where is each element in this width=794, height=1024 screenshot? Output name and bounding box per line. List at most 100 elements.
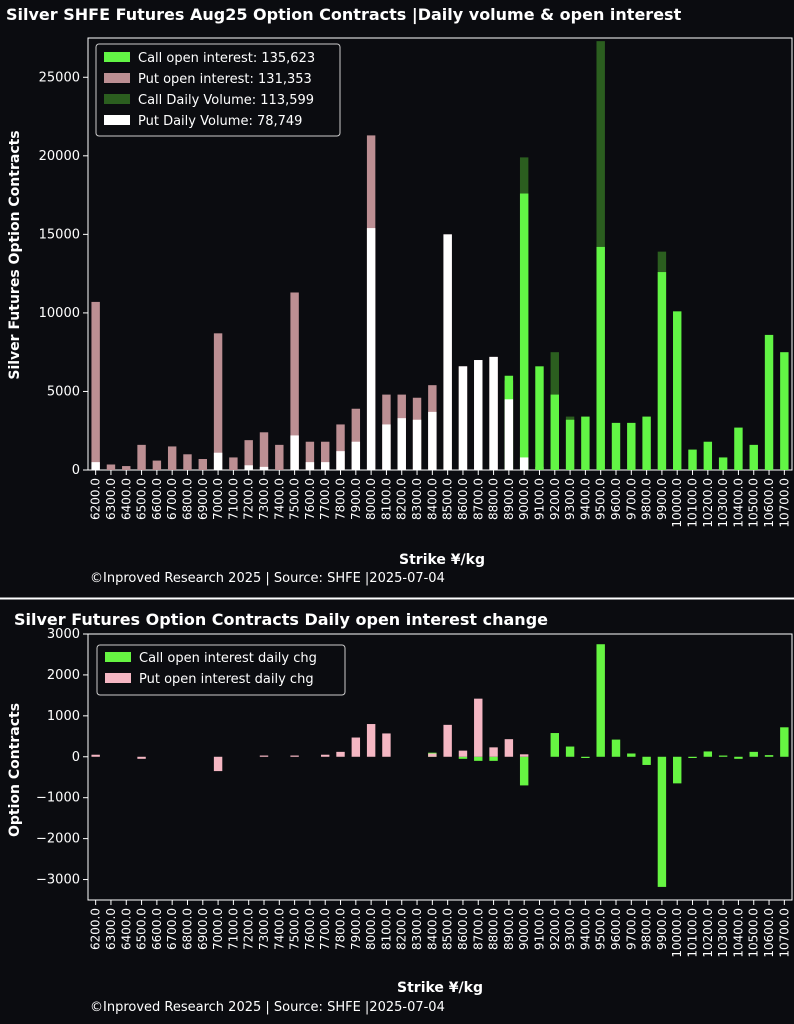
x-tick-label: 9000.0 — [517, 478, 531, 520]
call-oi-bar — [535, 366, 544, 470]
x-tick-label: 7400.0 — [272, 478, 286, 520]
put-vol-bar — [504, 399, 514, 470]
put-chg-bar — [137, 756, 146, 759]
call-chg-bar — [581, 756, 590, 758]
x-tick-label: 9400.0 — [578, 478, 592, 520]
x-tick-label: 10500.0 — [747, 908, 761, 958]
put-oi-bar — [321, 441, 330, 470]
chart1-ylabel: Silver Futures Option Contracts — [7, 130, 23, 379]
y-tick-label: −2000 — [36, 832, 80, 847]
x-tick-label: 7000.0 — [211, 478, 225, 520]
x-tick-label: 9500.0 — [594, 908, 608, 950]
x-tick-label: 9300.0 — [563, 908, 577, 950]
x-tick-label: 8200.0 — [395, 478, 409, 520]
x-tick-label: 8500.0 — [441, 908, 455, 950]
x-tick-label: 8700.0 — [471, 478, 485, 520]
put-vol-bar — [336, 451, 345, 470]
call-chg-bar — [519, 756, 529, 786]
x-tick-label: 8000.0 — [364, 478, 378, 520]
x-tick-label: 7600.0 — [303, 478, 317, 520]
call-chg-bar — [627, 753, 636, 757]
chart1-xlabel: Strike ¥/kg — [399, 552, 485, 568]
y-tick-label: 3000 — [47, 627, 80, 642]
x-tick-label: 6200.0 — [89, 478, 103, 520]
call-chg-bar — [734, 756, 743, 759]
chart2-plot: −3000 −2000 −1000 0 1000 2000 3000 6200.0 6300.0… — [36, 627, 793, 958]
y-tick-label: 0 — [72, 750, 80, 765]
call-oi-bar — [780, 352, 789, 470]
put-oi-bar — [122, 466, 131, 470]
put-oi-bar — [167, 446, 177, 470]
call-oi-bar — [611, 422, 621, 470]
put-chg-bar — [428, 753, 437, 757]
x-tick-label: 6800.0 — [180, 478, 194, 520]
legend-entry: Call open interest daily chg — [139, 651, 317, 666]
put-oi-bar — [290, 292, 299, 470]
x-tick-label: 9900.0 — [655, 478, 669, 520]
x-tick-label: 10000.0 — [670, 478, 684, 528]
x-tick-label: 8300.0 — [410, 478, 424, 520]
put-vol-bar — [351, 441, 361, 470]
x-tick-label: 9600.0 — [609, 478, 623, 520]
put-chg-bar — [351, 737, 361, 757]
put-chg-bar — [91, 754, 100, 757]
call-chg-bar — [565, 746, 575, 757]
x-tick-label: 8400.0 — [425, 908, 439, 950]
legend-swatch-put-oi — [104, 73, 130, 83]
call-chg-bar — [489, 756, 498, 761]
x-tick-label: 8400.0 — [425, 478, 439, 520]
put-vol-bar — [474, 360, 483, 470]
put-vol-bar — [443, 234, 452, 470]
x-tick-label: 6800.0 — [180, 908, 194, 950]
x-tick-label: 7600.0 — [303, 908, 317, 950]
call-oi-bar — [565, 419, 575, 470]
chart2-legend: Call open interest daily chg Put open int… — [96, 644, 346, 696]
call-oi-bar — [642, 416, 651, 470]
x-tick-label: 10300.0 — [716, 908, 730, 958]
call-oi-bar — [749, 444, 758, 470]
x-tick-label: 7300.0 — [257, 908, 271, 950]
put-chg-bar — [336, 751, 345, 757]
call-oi-bar — [734, 427, 743, 470]
legend-entry: Put open interest daily chg — [139, 672, 314, 687]
call-oi-bar — [688, 449, 697, 470]
legend-swatch-call-vol — [104, 94, 130, 104]
put-oi-bar — [198, 459, 207, 470]
put-vol-bar — [489, 356, 498, 470]
call-chg-bar — [550, 733, 559, 757]
put-vol-bar — [213, 452, 223, 470]
x-tick-label: 10200.0 — [701, 478, 715, 528]
x-tick-label: 6400.0 — [119, 908, 133, 950]
chart2-frame — [87, 633, 793, 901]
y-tick-label: −1000 — [36, 791, 80, 806]
put-oi-bar — [213, 333, 223, 470]
legend-entry: Call open interest: 135,623 — [138, 51, 315, 66]
put-oi-bar — [137, 444, 146, 470]
x-tick-label: 6500.0 — [135, 478, 149, 520]
call-oi-bar — [596, 246, 605, 470]
y-tick-label: 20000 — [39, 149, 80, 164]
x-tick-label: 9700.0 — [624, 908, 638, 950]
chart2-footer: ©Inproved Research 2025 | Source: SHFE |… — [90, 1000, 445, 1015]
x-tick-label: 7500.0 — [288, 908, 302, 950]
x-tick-label: 6600.0 — [150, 478, 164, 520]
chart1-plot: 0 5000 10000 15000 20000 25000 6200.0 6300.0 640… — [39, 37, 793, 528]
legend-swatch-call-chg — [105, 652, 131, 662]
x-tick-label: 9900.0 — [655, 908, 669, 950]
x-tick-label: 8300.0 — [410, 908, 424, 950]
x-tick-label: 8500.0 — [441, 478, 455, 520]
call-chg-bar — [780, 727, 789, 757]
call-oi-bar — [764, 334, 774, 470]
y-tick-label: 5000 — [47, 384, 80, 399]
put-chg-bar — [366, 724, 376, 757]
x-tick-label: 7800.0 — [334, 478, 348, 520]
x-tick-label: 8600.0 — [456, 478, 470, 520]
x-tick-label: 9200.0 — [548, 908, 562, 950]
put-vol-bar — [366, 228, 376, 470]
put-vol-bar — [397, 418, 406, 470]
put-vol-bar — [428, 411, 437, 470]
x-tick-label: 6900.0 — [196, 478, 210, 520]
call-oi-bar — [519, 193, 529, 470]
put-oi-bar — [244, 440, 253, 470]
x-tick-label: 8100.0 — [379, 908, 393, 950]
